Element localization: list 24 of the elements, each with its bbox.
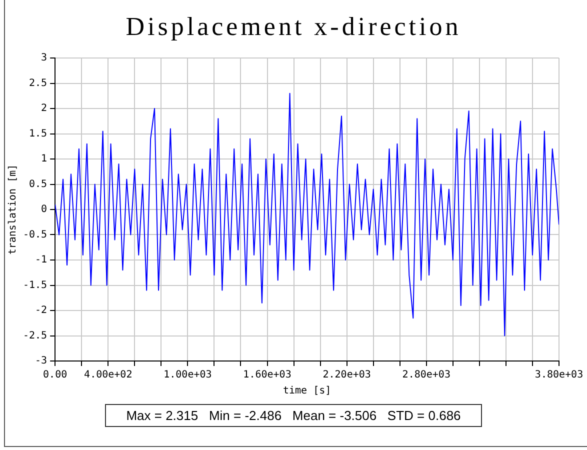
y-tick-label: 1: [41, 154, 48, 165]
y-axis-title: translation [m]: [8, 164, 19, 255]
x-tick-label: 1.60e+03: [243, 370, 292, 381]
x-tick-label: 3.80e+03: [534, 370, 584, 381]
y-tick-label: -0.5: [22, 229, 48, 240]
x-tick-label: 4.00e+02: [84, 370, 132, 381]
y-tick-label: 2.5: [29, 78, 48, 89]
y-tick-label: -3: [35, 356, 48, 367]
x-tick-label: 1.00e+03: [164, 370, 212, 381]
y-tick-label: 2: [41, 103, 48, 114]
y-tick-label: 0: [41, 204, 48, 216]
y-tick-label: 1.5: [29, 128, 48, 140]
y-tick-label: 0.5: [29, 178, 48, 190]
x-axis-title: time [s]: [282, 386, 332, 397]
y-tick-label: -1.5: [22, 280, 48, 291]
x-tick-label: 2.80e+03: [402, 370, 450, 381]
y-tick-label: -1: [35, 254, 48, 266]
x-tick-label: 2.20e+03: [322, 370, 371, 381]
y-tick-label: -2.5: [22, 330, 48, 342]
text: Max = 2.315 Min = -2.486 Mean = -3.506 STD = 0.686: [105, 404, 482, 427]
chart-title: Displacement x-direction: [124, 12, 462, 42]
x-tick-label: 0.00: [43, 370, 68, 381]
y-tick-label: 3: [41, 52, 48, 64]
y-tick-label: -2: [35, 305, 48, 316]
